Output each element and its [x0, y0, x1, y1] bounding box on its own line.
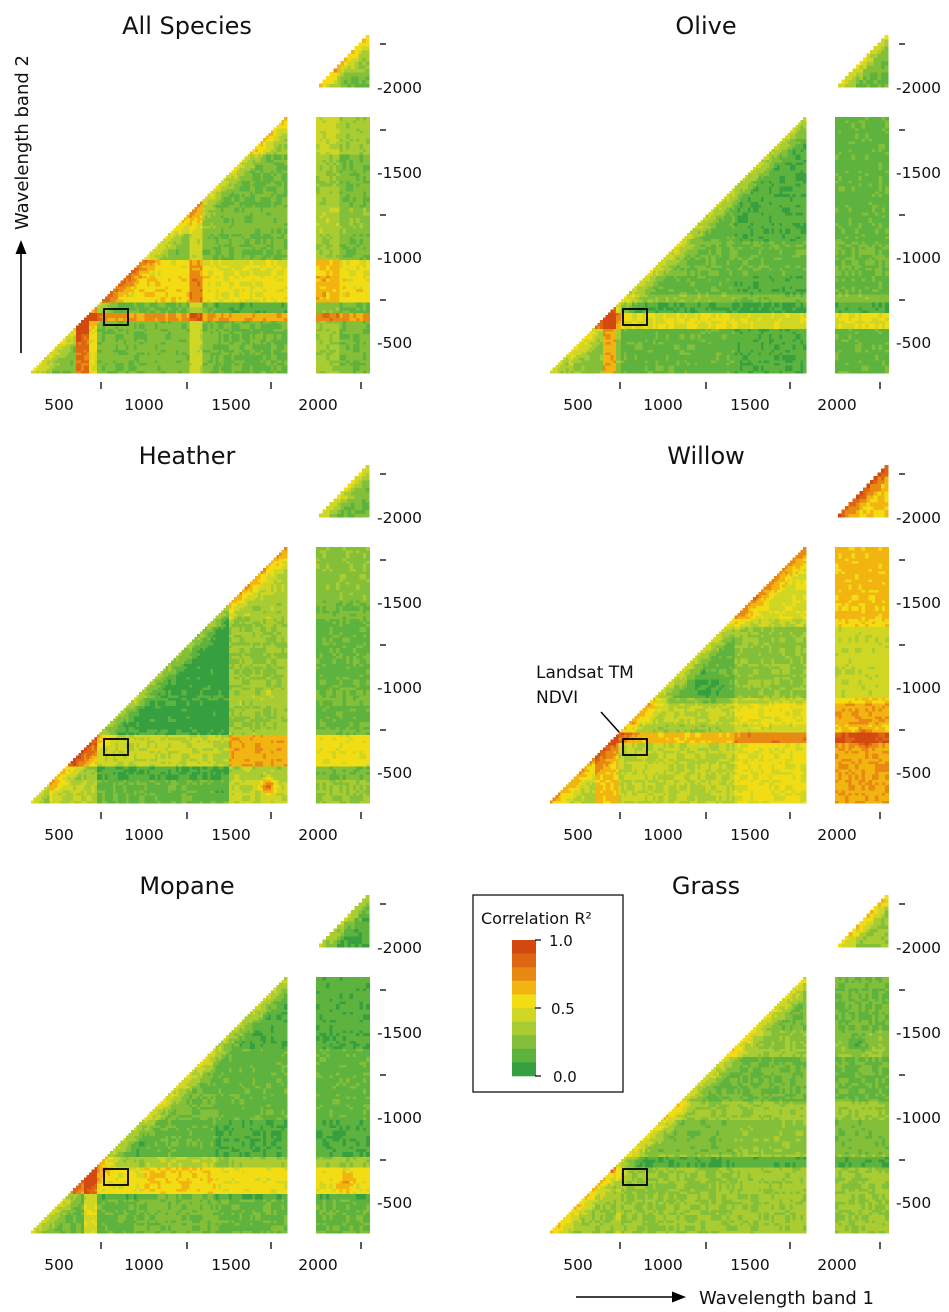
- colorbar-swatch: [512, 1049, 536, 1063]
- x-axis-indicator: Wavelength band 1: [576, 1288, 874, 1309]
- annotation-line2: NDVI: [536, 688, 578, 708]
- colorbar-swatch: [512, 1035, 536, 1049]
- colorbar-title: Correlation R²: [481, 909, 592, 928]
- colorbar-swatch: [512, 940, 536, 954]
- ndvi-annotation: Landsat TM NDVI: [536, 663, 634, 742]
- colorbar-swatch: [512, 994, 536, 1008]
- colorbar-tick-label: 0.5: [551, 1000, 575, 1018]
- panel-title: All Species: [122, 12, 252, 40]
- colorbar-swatch: [512, 981, 536, 995]
- colorbar-legend: Correlation R² 1.0 0.5 0.0: [473, 895, 623, 1092]
- colorbar-swatch: [512, 967, 536, 981]
- y-axis-label: Wavelength band 2: [12, 55, 33, 230]
- colorbar-tick-label: 1.0: [549, 932, 573, 950]
- colorbar-swatch: [512, 1008, 536, 1022]
- colorbar-swatch: [512, 1022, 536, 1036]
- colorbar-swatch: [512, 1062, 536, 1076]
- annotation-line1: Landsat TM: [536, 663, 634, 683]
- y-axis-indicator: Wavelength band 2: [12, 55, 33, 353]
- y-axis-arrow-head: [16, 240, 27, 254]
- x-axis-arrow-head: [672, 1292, 686, 1303]
- colorbar-swatches: [512, 940, 536, 1076]
- heatmap-cells: [31, 35, 370, 374]
- colorbar-tick-label: 0.0: [553, 1068, 577, 1086]
- colorbar-swatch: [512, 954, 536, 968]
- x-axis-label: Wavelength band 1: [699, 1288, 874, 1309]
